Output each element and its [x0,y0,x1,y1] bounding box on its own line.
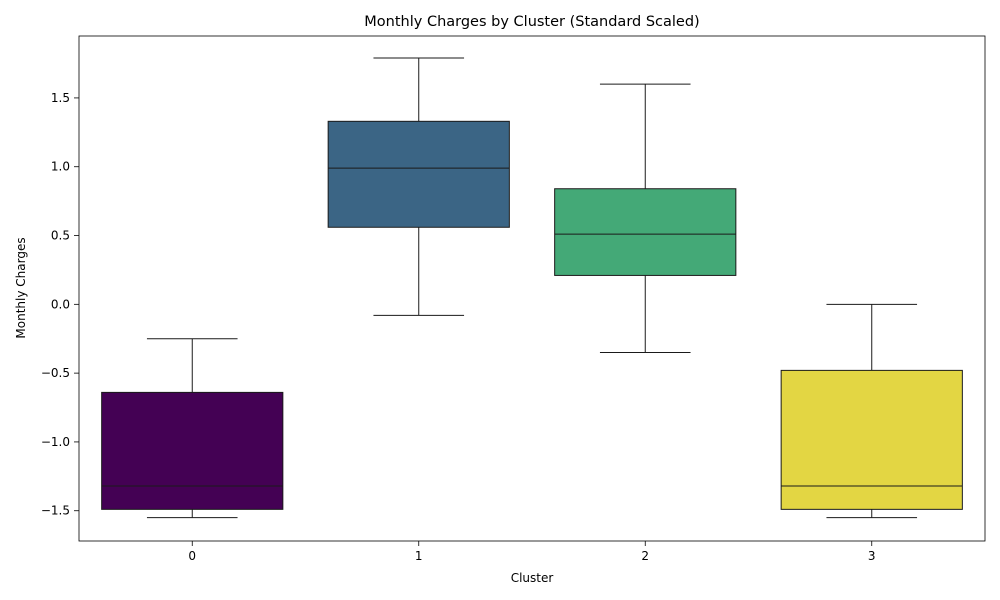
y-tick-label: 1.5 [51,91,70,105]
box-2 [554,188,737,276]
y-tick-label: −1.5 [41,504,70,518]
y-tick-label: 0.0 [51,297,70,311]
box-0 [101,391,284,510]
chart-title: Monthly Charges by Cluster (Standard Sca… [364,14,699,30]
y-tick-label: 1.0 [51,160,70,174]
y-tick-label: −0.5 [41,366,70,380]
x-tick-label: 0 [188,549,196,563]
y-axis-title: Monthly Charges [14,237,28,338]
y-tick-label: 0.5 [51,229,70,243]
box-3 [780,369,963,510]
x-axis-title: Cluster [511,571,554,585]
plot-area: −1.5 −1.0 −0.5 0.0 0.5 1.0 1.5 0 1 2 3 [41,35,986,563]
y-tick-label: −1.0 [41,435,70,449]
x-tick-label: 3 [868,549,876,563]
box-1 [327,120,510,228]
plot-frame [78,35,986,542]
x-tick-label: 1 [415,549,423,563]
x-tick-label: 2 [641,549,649,563]
